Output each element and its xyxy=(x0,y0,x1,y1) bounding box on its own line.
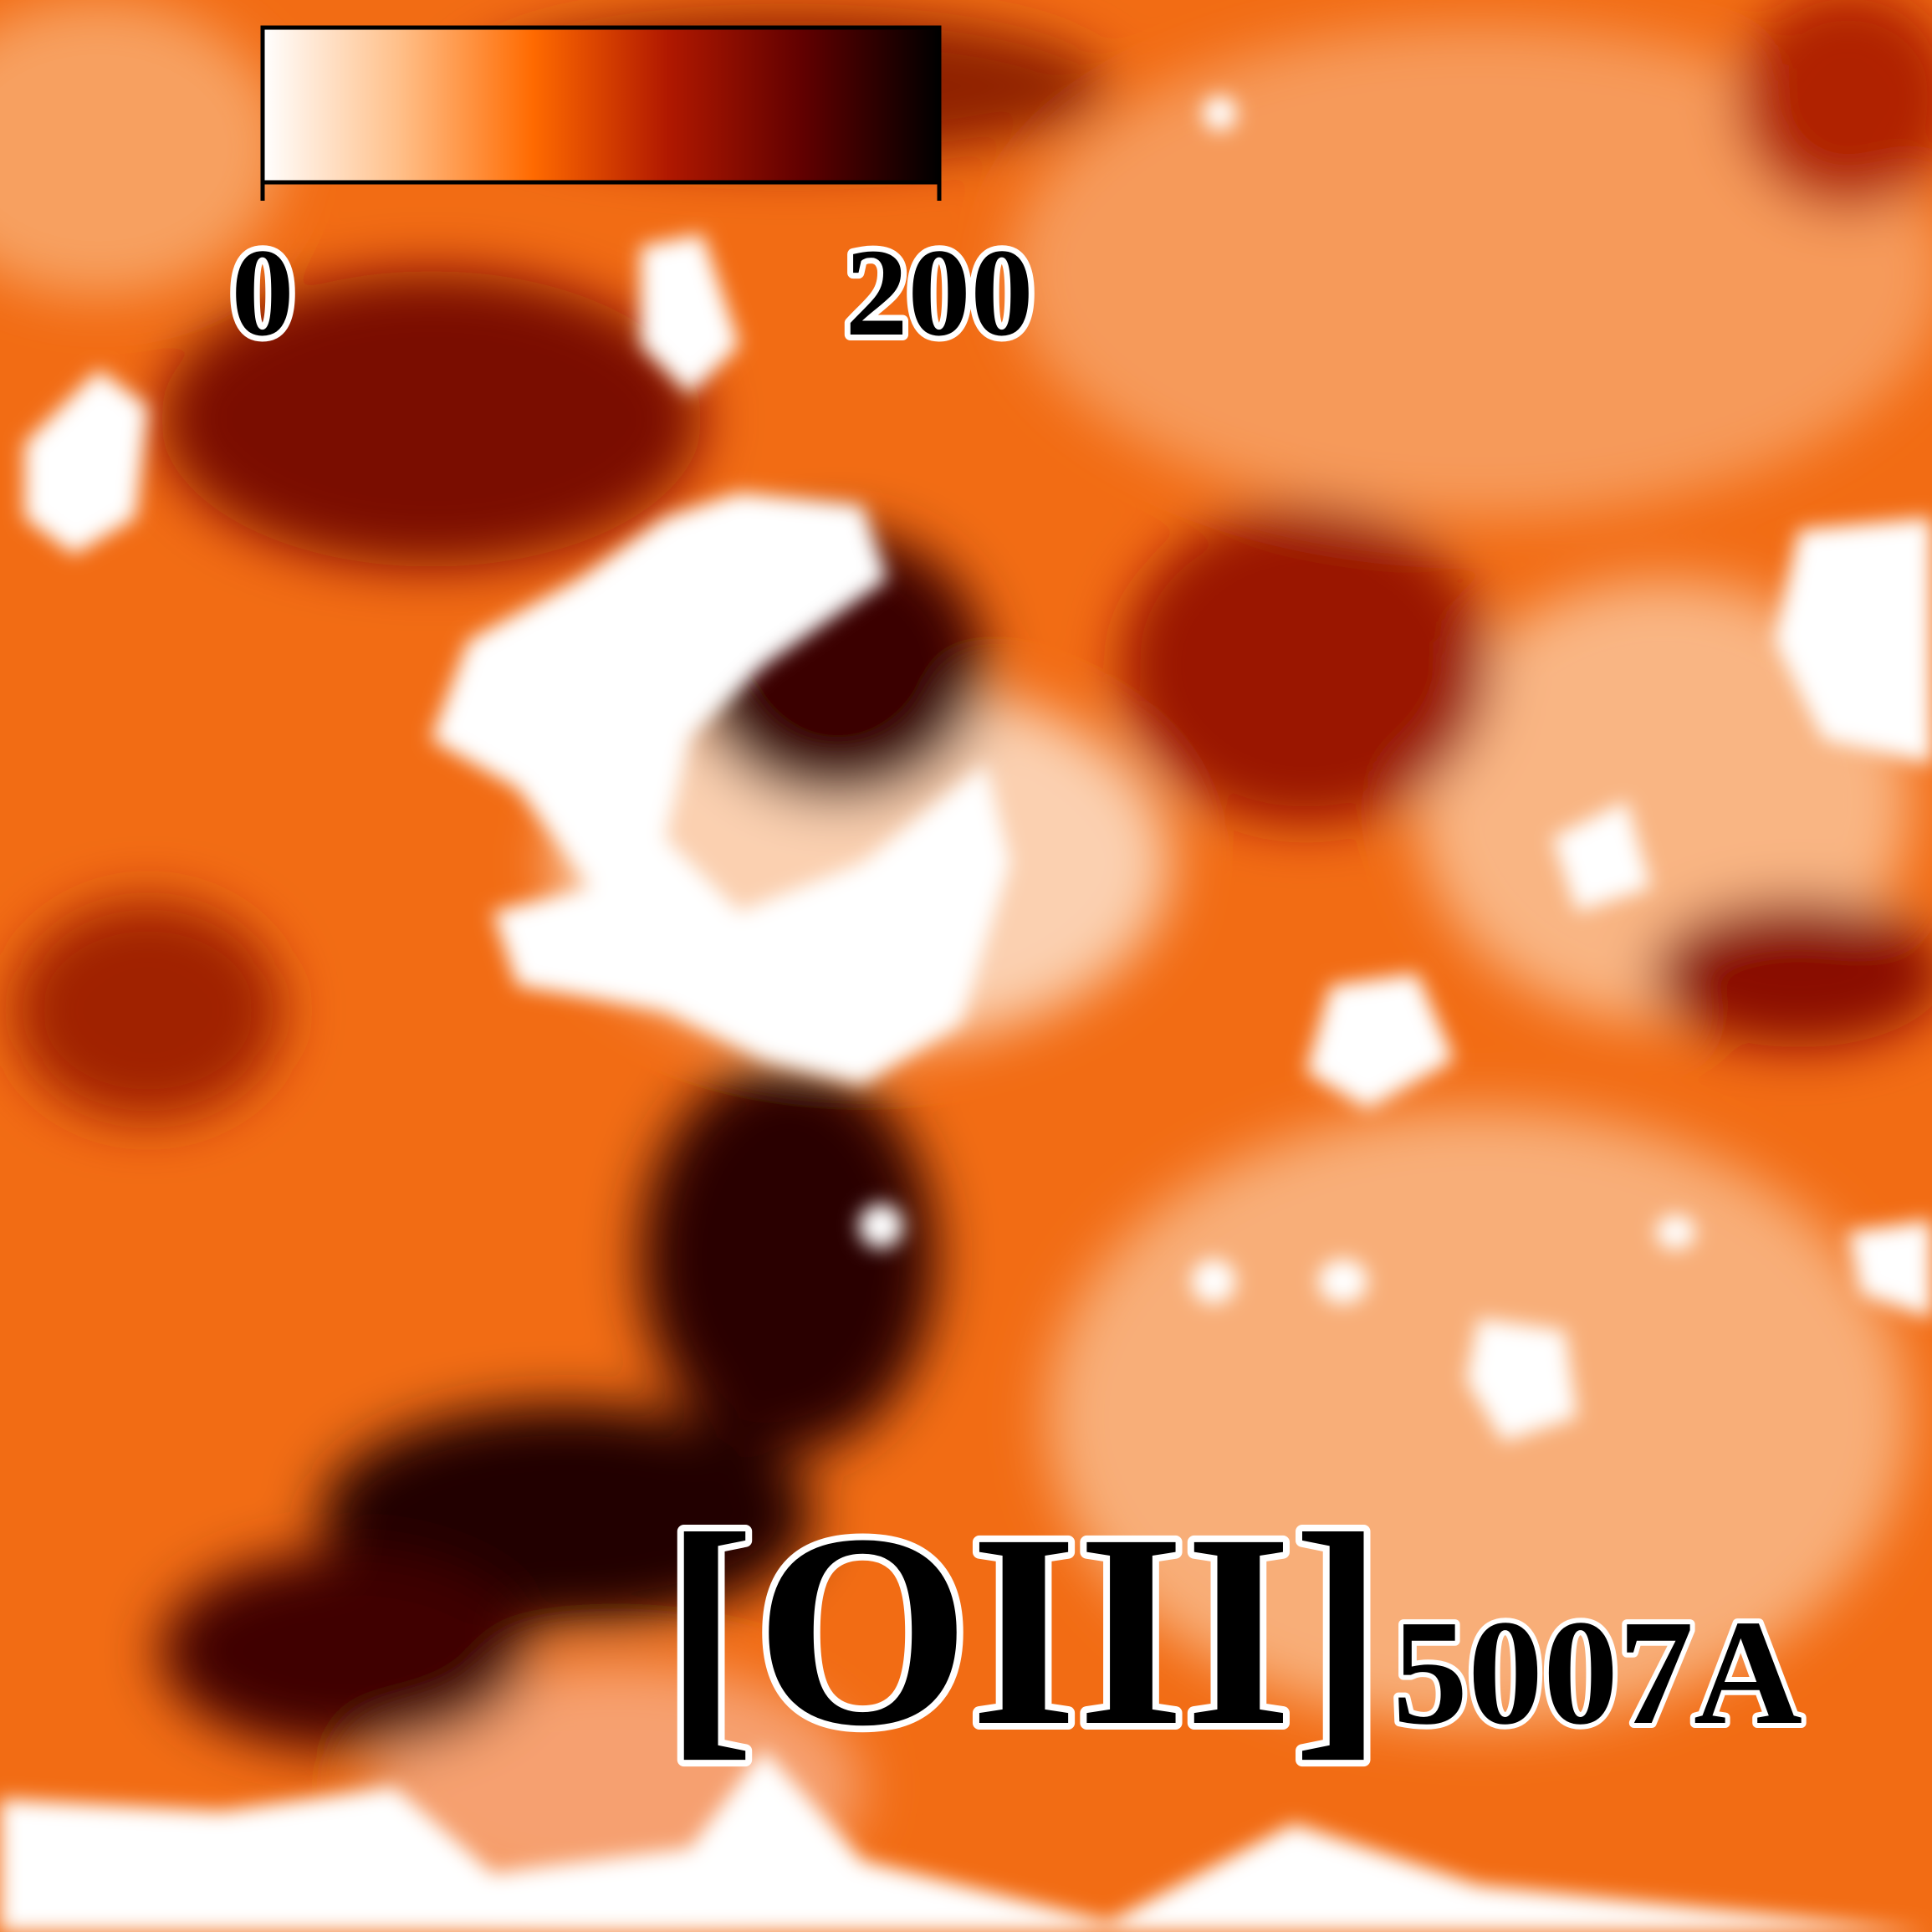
colorbar: 0 200 xyxy=(226,25,1040,368)
tick-label: 0 xyxy=(232,223,294,362)
tick-label: 200 xyxy=(846,223,1034,362)
line-label: [OIII] xyxy=(663,1478,1384,1783)
line-wavelength: 5007A xyxy=(1393,1589,1802,1756)
colorbar-gradient xyxy=(260,25,942,185)
